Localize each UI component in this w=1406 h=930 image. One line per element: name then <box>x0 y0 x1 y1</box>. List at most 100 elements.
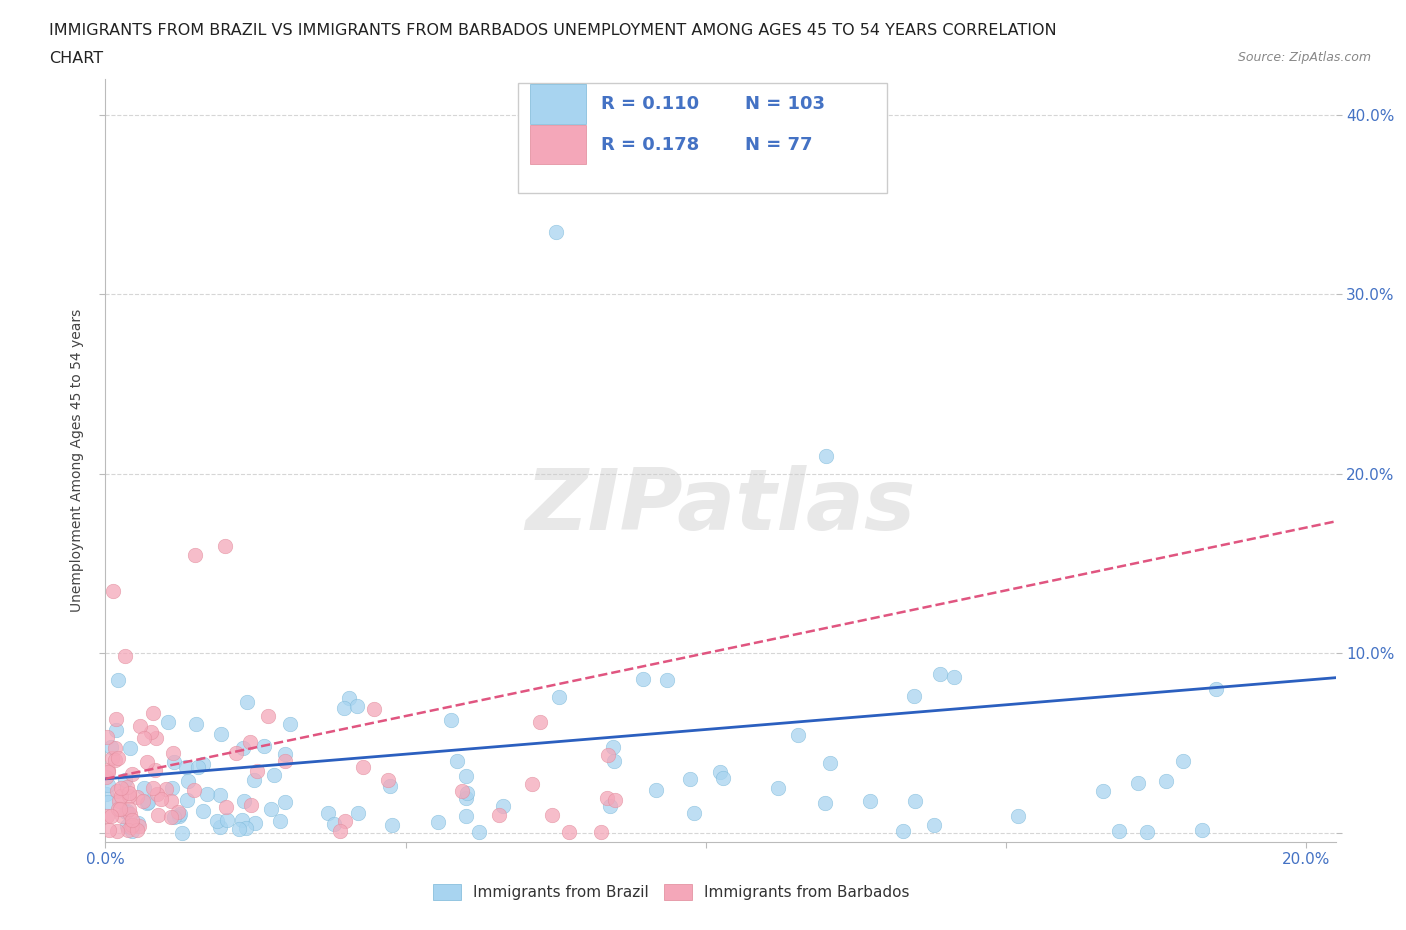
Point <box>859 794 882 809</box>
Point <box>225 745 247 760</box>
Text: ZIPatlas: ZIPatlas <box>526 465 915 548</box>
Point <box>162 746 184 761</box>
Point <box>108 802 131 817</box>
Point <box>246 764 269 778</box>
Text: CHART: CHART <box>49 51 103 66</box>
Point <box>187 760 209 775</box>
Point <box>381 818 404 833</box>
Point <box>240 798 263 813</box>
Point <box>107 802 129 817</box>
Point <box>1171 753 1194 768</box>
Point <box>260 802 283 817</box>
Point <box>155 781 177 796</box>
Point <box>347 805 370 820</box>
Point <box>903 688 925 703</box>
Point <box>256 709 278 724</box>
Text: Source: ZipAtlas.com: Source: ZipAtlas.com <box>1237 51 1371 64</box>
Point <box>193 804 215 818</box>
Point <box>139 724 162 739</box>
Point <box>105 723 128 737</box>
Point <box>558 824 581 839</box>
Point <box>603 754 626 769</box>
Point <box>602 739 624 754</box>
Point <box>335 814 357 829</box>
Point <box>818 755 841 770</box>
Point <box>544 224 567 239</box>
Point <box>451 784 474 799</box>
Point <box>117 804 139 819</box>
Point <box>591 825 613 840</box>
Point <box>160 793 183 808</box>
Point <box>105 824 128 839</box>
Point <box>149 792 172 807</box>
Point <box>263 768 285 783</box>
Point <box>1091 783 1114 798</box>
Point <box>942 670 965 684</box>
Point <box>110 780 132 795</box>
Point <box>316 805 339 820</box>
Point <box>108 793 131 808</box>
Point <box>100 809 122 824</box>
Point <box>132 793 155 808</box>
Point <box>274 747 297 762</box>
Text: IMMIGRANTS FROM BRAZIL VS IMMIGRANTS FROM BARBADOS UNEMPLOYMENT AMONG AGES 45 TO: IMMIGRANTS FROM BRAZIL VS IMMIGRANTS FRO… <box>49 23 1057 38</box>
Text: R = 0.110: R = 0.110 <box>602 95 699 113</box>
Point <box>599 798 621 813</box>
Point <box>105 783 128 798</box>
Point <box>105 711 128 726</box>
Point <box>118 807 141 822</box>
Point <box>709 764 731 779</box>
Point <box>162 754 184 769</box>
Point <box>96 808 118 823</box>
Point <box>522 777 544 791</box>
Point <box>208 788 231 803</box>
Point <box>117 779 139 794</box>
Point <box>217 812 239 827</box>
Point <box>103 740 125 755</box>
Point <box>135 755 157 770</box>
Point <box>118 786 141 801</box>
Point <box>193 757 215 772</box>
Point <box>786 728 808 743</box>
Point <box>195 786 218 801</box>
Point <box>814 795 837 810</box>
Point <box>446 753 468 768</box>
FancyBboxPatch shape <box>530 125 586 165</box>
Point <box>169 807 191 822</box>
Point <box>228 821 250 836</box>
Point <box>98 823 121 838</box>
Point <box>657 672 679 687</box>
Point <box>214 538 236 553</box>
Point <box>135 795 157 810</box>
Point <box>97 762 120 777</box>
Point <box>118 802 141 817</box>
Point <box>117 823 139 838</box>
Point <box>427 815 450 830</box>
Point <box>205 814 228 829</box>
Point <box>456 785 478 800</box>
Point <box>904 793 927 808</box>
Point <box>156 714 179 729</box>
Point <box>115 818 138 833</box>
Point <box>97 778 120 793</box>
Point <box>1007 808 1029 823</box>
Point <box>269 814 291 829</box>
Point <box>236 695 259 710</box>
Point <box>1108 824 1130 839</box>
Point <box>1126 775 1149 790</box>
Point <box>814 448 837 463</box>
Text: N = 103: N = 103 <box>745 95 825 113</box>
FancyBboxPatch shape <box>530 85 586 124</box>
Point <box>114 648 136 663</box>
Point <box>160 781 183 796</box>
Point <box>166 804 188 819</box>
Text: R = 0.178: R = 0.178 <box>602 136 700 153</box>
Point <box>107 672 129 687</box>
Point <box>683 805 706 820</box>
Point <box>454 769 477 784</box>
Point <box>127 823 149 838</box>
Point <box>146 807 169 822</box>
Point <box>711 771 734 786</box>
Point <box>596 747 619 762</box>
Point <box>239 734 262 749</box>
